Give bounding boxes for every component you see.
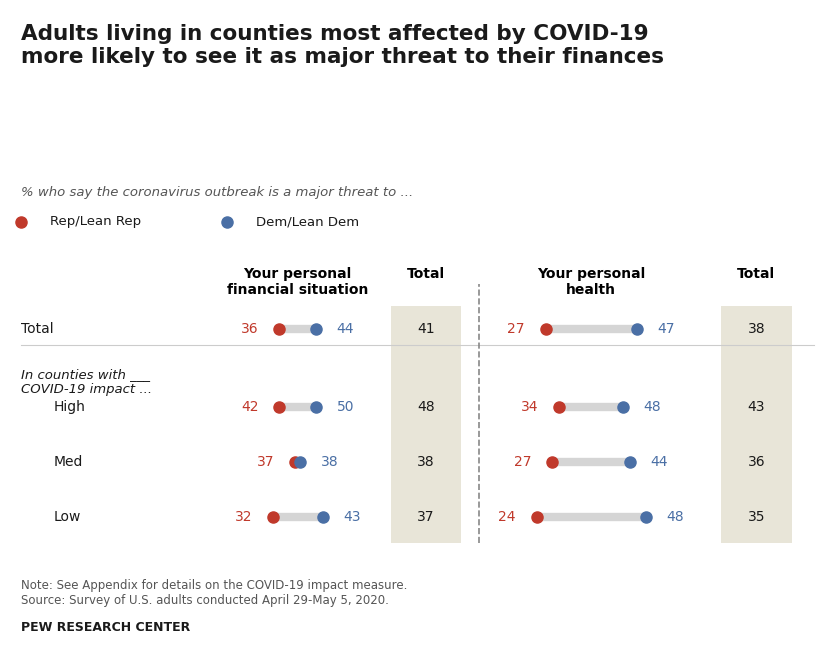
Text: 27: 27 — [507, 322, 525, 336]
Text: 38: 38 — [417, 455, 434, 469]
Text: 37: 37 — [417, 511, 434, 524]
Text: 38: 38 — [748, 322, 765, 336]
Text: Low: Low — [54, 511, 81, 524]
Text: Med: Med — [54, 455, 83, 469]
Text: Total: Total — [407, 267, 445, 281]
Text: Rep/Lean Rep: Rep/Lean Rep — [50, 215, 141, 228]
Text: 24: 24 — [498, 511, 516, 524]
Text: In counties with ___
COVID-19 impact ...: In counties with ___ COVID-19 impact ... — [21, 368, 152, 396]
Text: High: High — [54, 400, 86, 414]
Text: 38: 38 — [321, 455, 339, 469]
Text: Dem/Lean Dem: Dem/Lean Dem — [256, 215, 360, 228]
Text: Note: See Appendix for details on the COVID-19 impact measure.
Source: Survey of: Note: See Appendix for details on the CO… — [21, 579, 407, 607]
Text: 35: 35 — [748, 511, 765, 524]
Text: % who say the coronavirus outbreak is a major threat to ...: % who say the coronavirus outbreak is a … — [21, 186, 413, 199]
Text: 42: 42 — [241, 400, 259, 414]
FancyBboxPatch shape — [722, 306, 791, 544]
Text: 41: 41 — [417, 322, 434, 336]
Text: 48: 48 — [417, 400, 434, 414]
Text: Your personal
health: Your personal health — [537, 267, 645, 297]
Text: 27: 27 — [514, 455, 532, 469]
FancyBboxPatch shape — [391, 306, 461, 544]
Text: PEW RESEARCH CENTER: PEW RESEARCH CENTER — [21, 621, 190, 634]
Text: Your personal
financial situation: Your personal financial situation — [227, 267, 368, 297]
Text: 43: 43 — [748, 400, 765, 414]
Text: 48: 48 — [643, 400, 661, 414]
Text: 37: 37 — [257, 455, 275, 469]
Text: 44: 44 — [337, 322, 354, 336]
Text: Total: Total — [21, 322, 53, 336]
Text: 47: 47 — [657, 322, 675, 336]
Text: 44: 44 — [650, 455, 668, 469]
Text: 36: 36 — [241, 322, 259, 336]
Text: 50: 50 — [337, 400, 354, 414]
Text: 48: 48 — [666, 511, 684, 524]
Text: Total: Total — [738, 267, 775, 281]
Text: 32: 32 — [234, 511, 252, 524]
Text: 43: 43 — [344, 511, 361, 524]
Text: 36: 36 — [748, 455, 765, 469]
Text: 34: 34 — [521, 400, 538, 414]
Text: Adults living in counties most affected by COVID-19
more likely to see it as maj: Adults living in counties most affected … — [21, 24, 664, 67]
